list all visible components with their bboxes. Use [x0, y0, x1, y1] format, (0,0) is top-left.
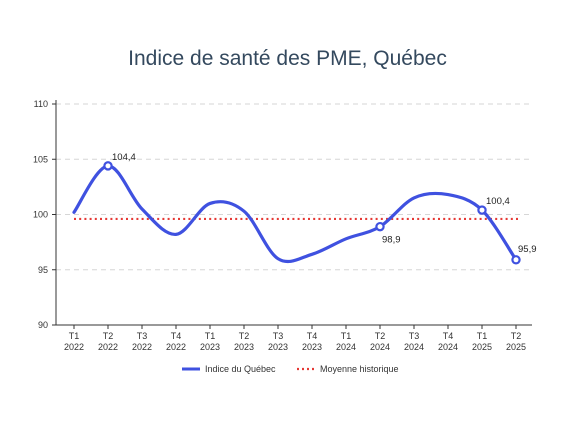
x-tick-label: T1 [69, 331, 80, 341]
series-line-indice-du-quebec [72, 164, 518, 264]
x-tick-label: T2 [239, 331, 250, 341]
data-point [375, 221, 385, 232]
x-tick-label: 2025 [472, 342, 492, 352]
x-tick-label: 2023 [268, 342, 288, 352]
x-tick-label: 2022 [166, 342, 186, 352]
x-tick-label: T4 [307, 331, 318, 341]
x-tick-label: 2024 [336, 342, 356, 352]
x-tick-label: T4 [171, 331, 182, 341]
x-tick-label: 2022 [132, 342, 152, 352]
chart-title: Indice de santé des PME, Québec [128, 47, 447, 70]
x-tick-label: T3 [409, 331, 420, 341]
data-point [103, 161, 113, 171]
data-point [511, 255, 521, 265]
x-tick-label: T1 [477, 331, 488, 341]
x-tick-label: T1 [205, 331, 216, 341]
data-label: 95,9 [518, 244, 537, 255]
x-tick-label: 2024 [438, 342, 458, 352]
x-tick-label: T3 [273, 331, 284, 341]
data-label: 98,9 [382, 235, 401, 246]
data-label: 104,4 [112, 152, 136, 163]
x-tick-label: T4 [443, 331, 454, 341]
data-label: 100,4 [486, 196, 510, 207]
data-point [477, 205, 487, 215]
y-tick-label: 90 [38, 320, 48, 330]
x-tick-label: 2022 [98, 342, 118, 352]
legend-label-moyenne-historique: Moyenne historique [320, 364, 399, 374]
x-tick-label: T3 [137, 331, 148, 341]
x-tick-label: 2024 [404, 342, 424, 352]
x-tick-label: 2023 [234, 342, 254, 352]
x-tick-label: 2023 [302, 342, 322, 352]
x-tick-label: 2023 [200, 342, 220, 352]
x-tick-label: T1 [341, 331, 352, 341]
x-tick-label: 2022 [64, 342, 84, 352]
x-tick-label: T2 [375, 331, 386, 341]
y-tick-label: 95 [38, 265, 48, 275]
x-tick-label: 2024 [370, 342, 390, 352]
x-tick-label: T2 [511, 331, 522, 341]
y-tick-label: 105 [33, 154, 48, 164]
x-tick-label: T2 [103, 331, 114, 341]
x-tick-label: 2025 [506, 342, 526, 352]
legend-label-indice-du-quebec: Indice du Québec [205, 364, 276, 374]
y-tick-label: 100 [33, 210, 48, 220]
y-tick-label: 110 [34, 99, 48, 109]
